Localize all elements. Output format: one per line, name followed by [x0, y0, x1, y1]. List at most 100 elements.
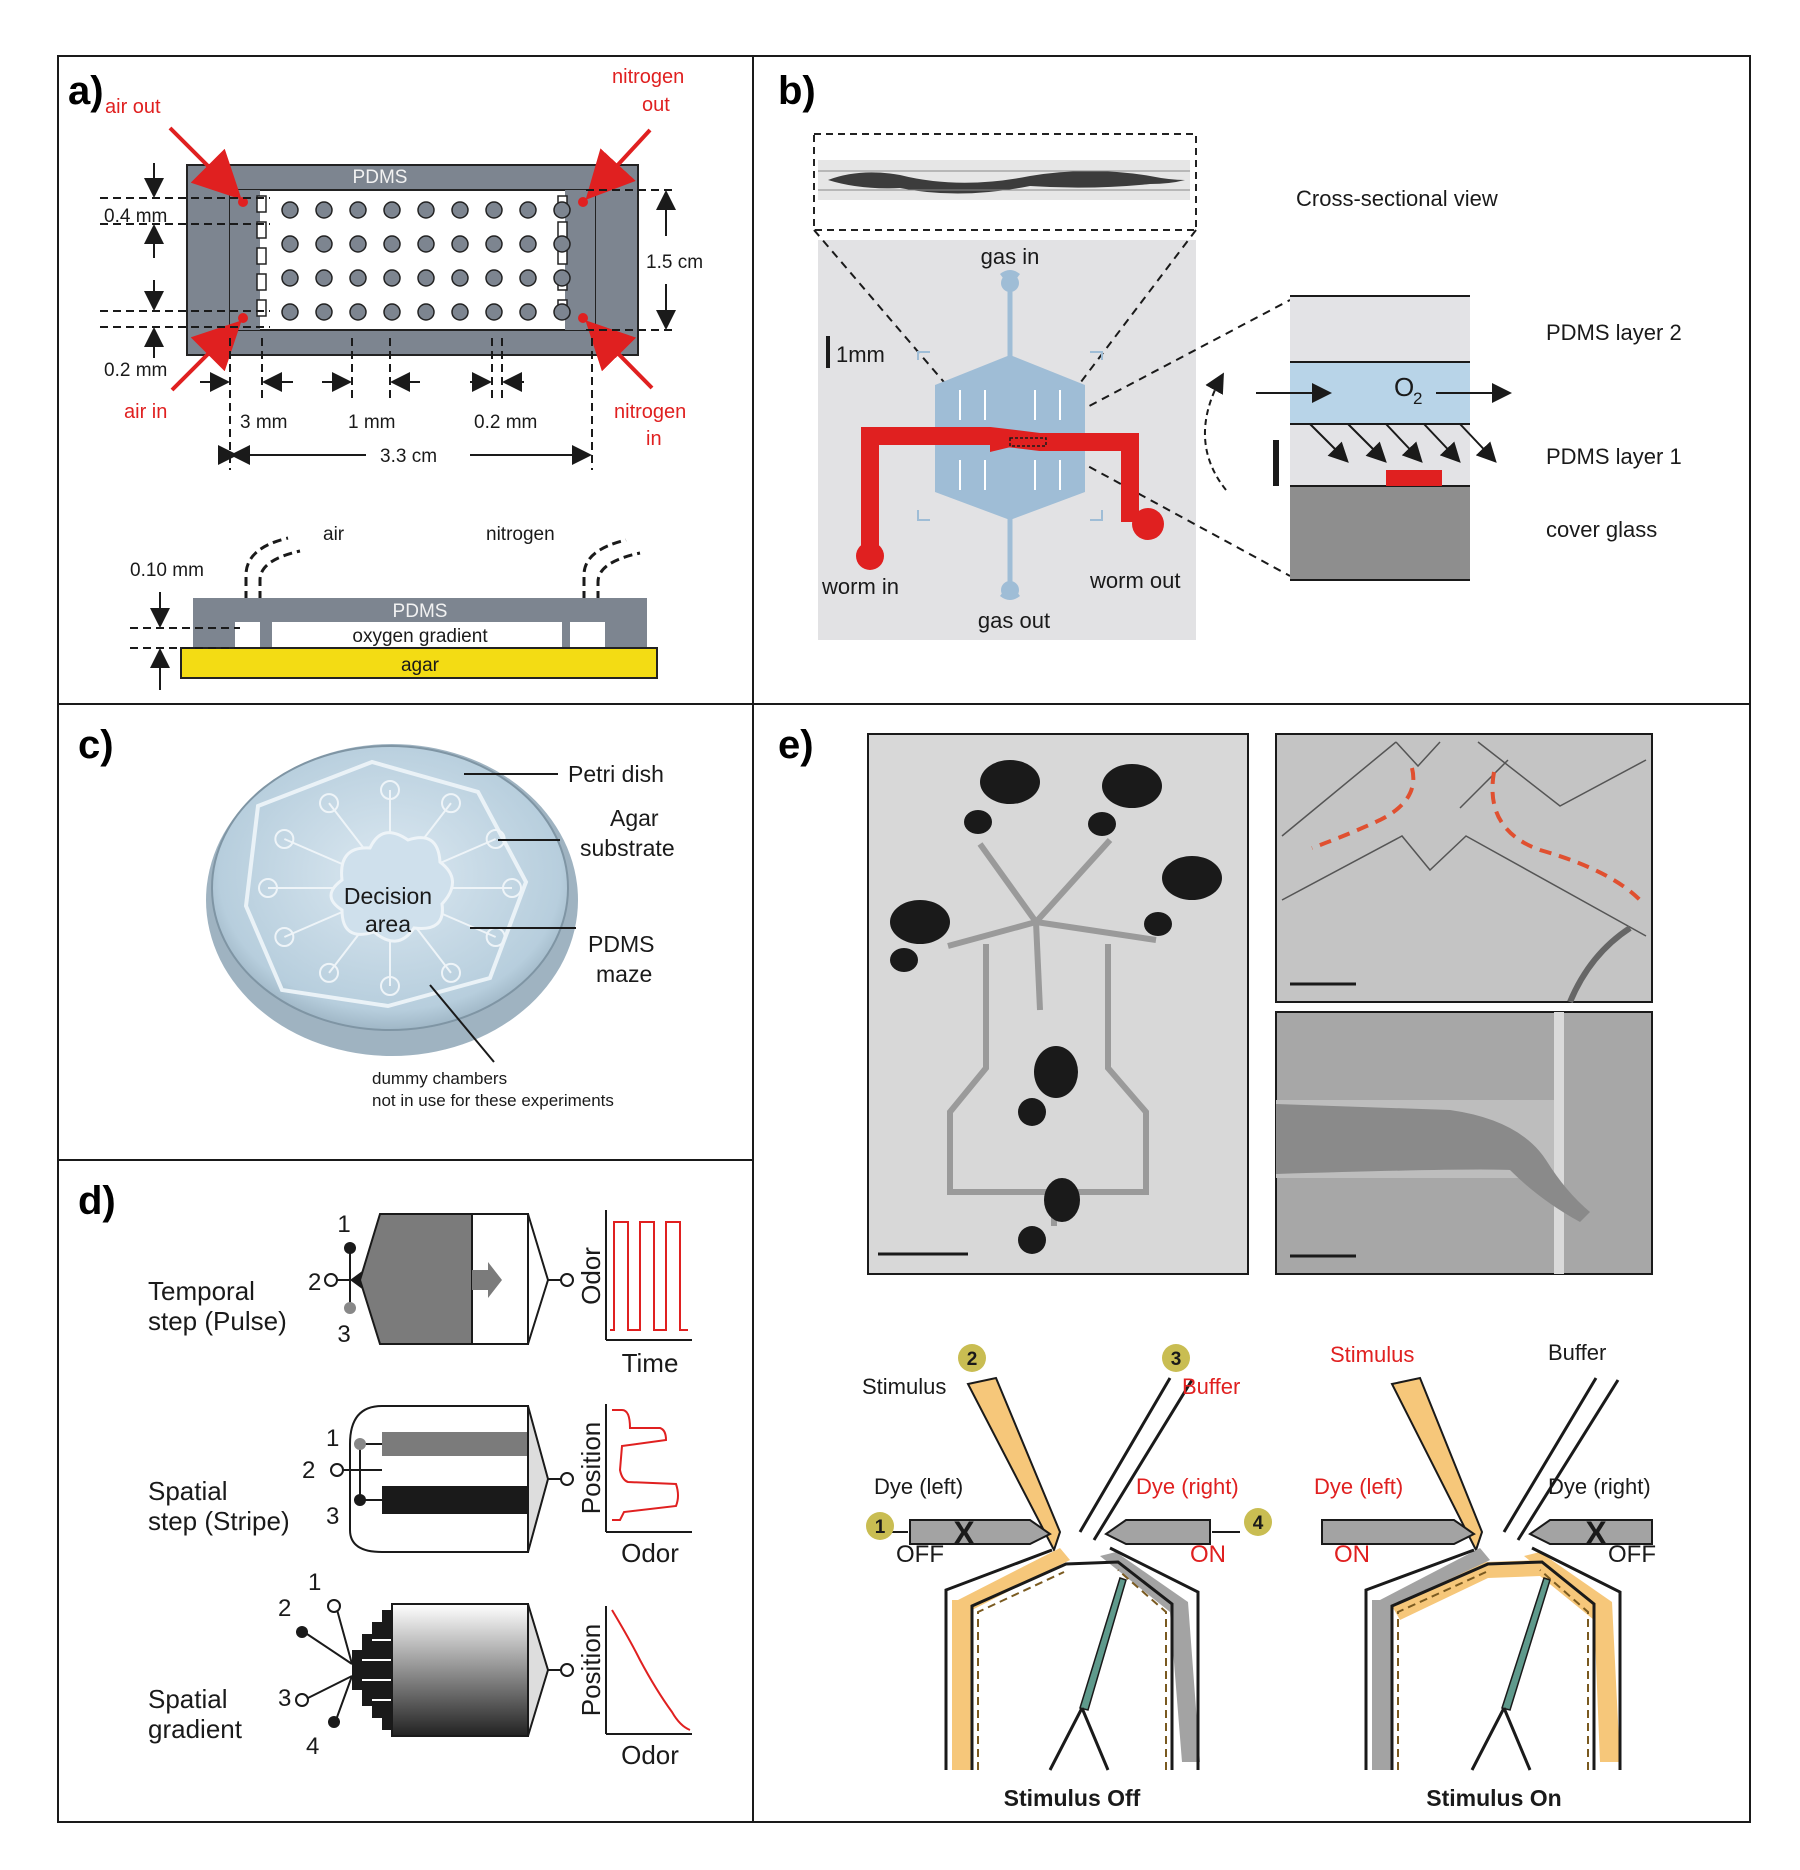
- on-x-mark: X: [1585, 1515, 1607, 1551]
- num-3c: 3: [278, 1685, 291, 1712]
- maze-chamber: [441, 962, 461, 983]
- maze-spoke: [432, 838, 497, 867]
- dummy-label-1: dummy chambers: [372, 1069, 507, 1088]
- post: [485, 303, 503, 321]
- num-2: 2: [308, 1269, 321, 1296]
- worm-in-label: worm in: [821, 574, 899, 599]
- post: [553, 269, 571, 287]
- side-agar-label: agar: [401, 655, 440, 676]
- on-stimulus-label: Stimulus: [1330, 1342, 1414, 1367]
- maze-spoke: [283, 909, 348, 938]
- maze-chamber: [319, 793, 339, 814]
- maze-chamber: [380, 780, 400, 800]
- spatial-gradient-device: 1 2 3 4: [278, 1569, 574, 1760]
- post: [519, 201, 537, 219]
- panel-c-letter: c): [78, 723, 114, 767]
- dim-1mm: 1 mm: [348, 412, 396, 433]
- badge-1: 1: [875, 1517, 886, 1538]
- agar-label-2: substrate: [580, 835, 675, 861]
- num-3b: 3: [326, 1503, 339, 1530]
- off-x-mark: X: [953, 1515, 975, 1551]
- post: [315, 269, 333, 287]
- device-side-view: PDMS oxygen gradient agar air nitrogen 0…: [130, 524, 658, 690]
- temporal-label-1: Temporal: [148, 1276, 255, 1306]
- post: [451, 201, 469, 219]
- nitrogen-in-label-2: in: [646, 428, 662, 450]
- maze-chamber: [274, 927, 295, 947]
- panel-a-letter: a): [68, 69, 104, 113]
- num-4c: 4: [306, 1733, 319, 1760]
- gas-out-label: gas out: [978, 608, 1050, 633]
- panel-e-letter: e): [778, 723, 814, 767]
- decision-label-2: area: [365, 911, 411, 937]
- badge-3: 3: [1171, 1349, 1182, 1370]
- worm-out-label: worm out: [1089, 568, 1180, 593]
- spatial-step-label-1: Spatial: [148, 1476, 228, 1506]
- on-on-label: ON: [1334, 1541, 1370, 1568]
- side-gradient-label: oxygen gradient: [352, 626, 488, 647]
- off-dye-left-label: Dye (left): [874, 1474, 963, 1499]
- pulse-x-label: Time: [622, 1348, 679, 1378]
- post: [485, 201, 503, 219]
- gradient-x-label: Odor: [621, 1740, 679, 1770]
- dim-33: 3.3 cm: [380, 446, 437, 467]
- stimulus-off-schematic: 2 3 1 4 Stimulus Buffer Dye (left) Dye (…: [862, 1344, 1272, 1811]
- side-nitrogen-label: nitrogen: [486, 524, 555, 545]
- leader-lines: [429, 773, 576, 1063]
- cross-section-title: Cross-sectional view: [1296, 186, 1498, 211]
- petri-dish-label: Petri dish: [568, 761, 664, 787]
- nitrogen-out-label-2: out: [642, 94, 670, 116]
- badge-2: 2: [967, 1349, 978, 1370]
- post: [315, 201, 333, 219]
- panel-d: d) 1 2 3 Temporal step (Pulse) Odor: [78, 1179, 692, 1770]
- maze-chamber: [274, 829, 295, 849]
- post: [281, 201, 299, 219]
- num-2c: 2: [278, 1595, 291, 1622]
- panel-b: b): [778, 69, 1682, 640]
- num-3: 3: [337, 1321, 350, 1348]
- pulse-y-label: Odor: [576, 1247, 606, 1305]
- cover-glass-label: cover glass: [1546, 517, 1657, 542]
- panel-e: e): [778, 723, 1656, 1811]
- stripe-plot: Position Odor: [576, 1404, 692, 1568]
- post: [349, 235, 367, 253]
- stimulus-on-caption: Stimulus On: [1426, 1785, 1561, 1811]
- panel-c: c) Petri dish Agar substrate Decision ar…: [78, 723, 675, 1110]
- gradient-label-2: gradient: [148, 1714, 243, 1744]
- o2-label: O: [1394, 372, 1414, 402]
- pdms-layer2-label: PDMS layer 2: [1546, 320, 1682, 345]
- flow-arrows: [168, 126, 654, 392]
- on-off-label: OFF: [1608, 1541, 1656, 1568]
- post: [383, 269, 401, 287]
- post: [451, 269, 469, 287]
- decision-label-1: Decision: [344, 883, 432, 909]
- post: [417, 269, 435, 287]
- pdms-layer1-label: PDMS layer 1: [1546, 444, 1682, 469]
- post: [281, 269, 299, 287]
- post: [349, 201, 367, 219]
- dummy-slots-left: [256, 195, 267, 317]
- post: [519, 235, 537, 253]
- post: [553, 201, 571, 219]
- panel-d-letter: d): [78, 1179, 116, 1223]
- post: [451, 235, 469, 253]
- maze-label-1: PDMS: [588, 931, 654, 957]
- num-2b: 2: [302, 1457, 315, 1484]
- petri-dish-photo: [206, 744, 578, 1056]
- post-grid: [281, 201, 571, 321]
- post: [553, 303, 571, 321]
- worm-head-micrograph: [1275, 1011, 1653, 1275]
- panel-borders: [57, 55, 1751, 1823]
- post: [417, 201, 435, 219]
- dim-3mm: 3 mm: [240, 412, 288, 433]
- nitrogen-in-label-1: nitrogen: [614, 401, 686, 423]
- pdms-label: PDMS: [353, 167, 408, 188]
- post: [383, 303, 401, 321]
- stimulus-on-schematic: Stimulus Buffer Dye (left) Dye (right) X…: [1314, 1340, 1656, 1811]
- post: [485, 269, 503, 287]
- side-010-label: 0.10 mm: [130, 560, 204, 581]
- maze-label-2: maze: [596, 961, 652, 987]
- maze-spoke: [432, 909, 497, 938]
- num-1: 1: [337, 1211, 350, 1238]
- num-1c: 1: [308, 1569, 321, 1596]
